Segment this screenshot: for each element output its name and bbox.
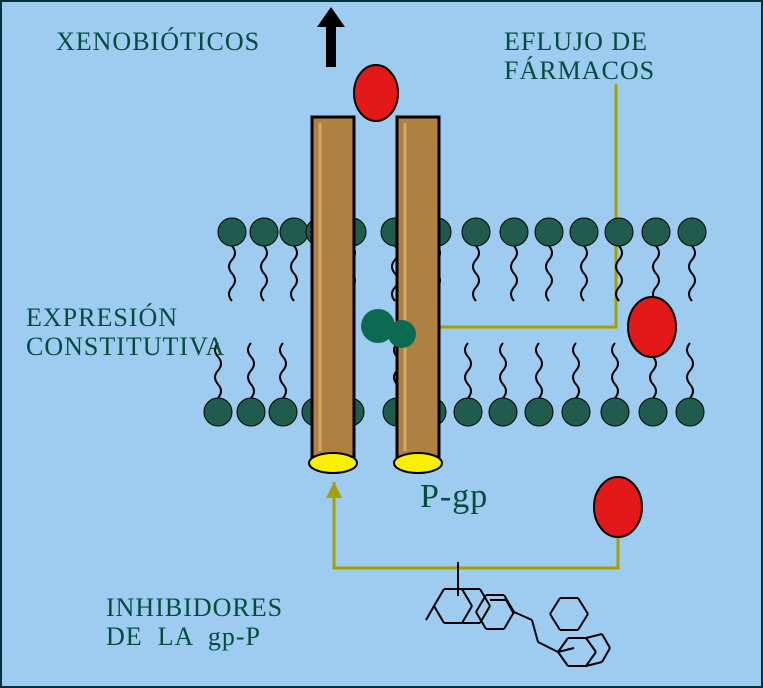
label-inhibidores: INHIBIDORES DE LA gp-P (106, 594, 283, 651)
label-eflujo: EFLUJO DE FÁRMACOS (504, 28, 655, 85)
label-xenobioticos: XENOBIÓTICOS (56, 28, 260, 57)
diagram-canvas: XENOBIÓTICOS EFLUJO DE FÁRMACOS EXPRESIÓ… (0, 0, 763, 688)
label-pgp: P-gp (420, 478, 488, 515)
label-expresion: EXPRESIÓN CONSTITUTIVA (26, 304, 225, 361)
